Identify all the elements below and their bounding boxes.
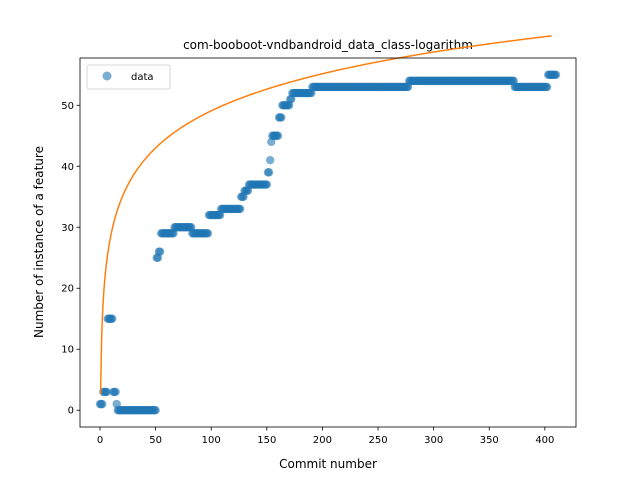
- data-point: [542, 82, 552, 92]
- x-tick-label: 350: [480, 435, 499, 446]
- y-tick-label: 0: [68, 406, 74, 417]
- y-tick-label: 20: [61, 284, 74, 295]
- y-tick-label: 10: [61, 345, 74, 356]
- x-tick-label: 250: [368, 435, 387, 446]
- plot-frame: [79, 57, 577, 428]
- x-tick-label: 200: [313, 435, 332, 446]
- x-axis-label: Commit number: [279, 457, 377, 471]
- x-tick-label: 0: [97, 435, 103, 446]
- x-tick-label: 150: [257, 435, 276, 446]
- y-tick-label: 50: [61, 101, 74, 112]
- data-point: [273, 131, 283, 140]
- x-tick-label: 100: [202, 435, 221, 446]
- data-point: [235, 204, 245, 214]
- y-axis-label: Number of instance of a feature: [32, 146, 46, 338]
- data-point: [108, 314, 117, 323]
- axes-layer: 0 50 100 150 200 250 300 350 400 0 10 20 30 40 50: [61, 101, 554, 446]
- plot-area: [80, 58, 576, 427]
- x-tick-label: 400: [535, 435, 554, 446]
- data-point: [151, 406, 160, 415]
- legend-label-data: data: [131, 72, 154, 83]
- legend-box: [86, 64, 171, 90]
- fit-line: [99, 35, 552, 395]
- x-tick-label: 300: [424, 435, 443, 446]
- y-tick-label: 30: [61, 223, 74, 234]
- chart-title: com-booboot-vndbandroid_data_class-logar…: [183, 38, 473, 52]
- data-point: [277, 113, 286, 122]
- y-tick-label: 40: [61, 162, 74, 173]
- legend: data: [86, 64, 171, 90]
- data-point: [264, 168, 274, 177]
- data-point: [102, 387, 111, 397]
- legend-marker: [102, 71, 112, 81]
- plot-layer: [95, 35, 561, 415]
- data-point: [203, 229, 213, 238]
- x-tick-label: 50: [149, 435, 162, 446]
- data-point: [111, 387, 120, 397]
- data-point: [265, 155, 275, 165]
- data-point: [155, 247, 165, 256]
- data-point: [262, 180, 272, 189]
- data-point: [98, 399, 107, 409]
- data-point: [551, 70, 561, 79]
